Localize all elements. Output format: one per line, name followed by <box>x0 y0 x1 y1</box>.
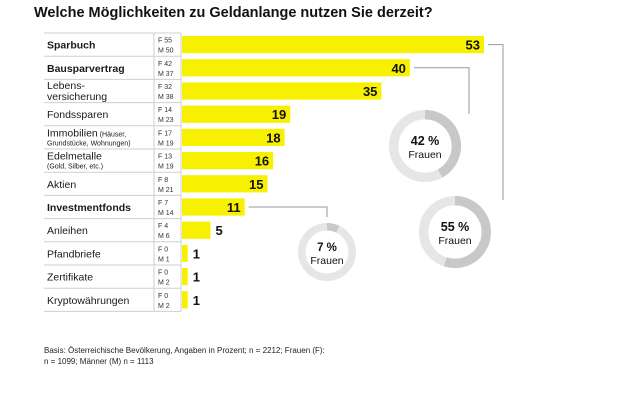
male-value: M 1 <box>158 256 170 263</box>
category-label: Aktien <box>47 179 76 191</box>
bar-value-label: 40 <box>391 61 405 76</box>
category-label: Pfandbriefe <box>47 248 101 260</box>
bar-value-label: 53 <box>466 38 480 53</box>
female-value: F 14 <box>158 107 172 114</box>
bar <box>182 198 245 216</box>
bar <box>182 244 188 262</box>
donut-segment <box>443 196 491 268</box>
category-label: Investmentfonds <box>47 202 131 214</box>
male-value: M 14 <box>158 210 174 217</box>
bar <box>182 59 410 77</box>
bar <box>182 128 285 146</box>
footnote-line-1: Basis: Österreichische Bevölkerung, Anga… <box>44 346 325 355</box>
female-value: F 8 <box>158 177 168 184</box>
footnote: Basis: Österreichische Bevölkerung, Anga… <box>44 345 325 367</box>
connector-line <box>413 67 470 114</box>
female-value: F 42 <box>158 61 172 68</box>
donut-percent: 42 % <box>411 134 440 148</box>
bar-value-label: 19 <box>272 107 286 122</box>
bar <box>182 36 484 54</box>
donut-segment <box>326 223 340 233</box>
female-value: F 32 <box>158 84 172 91</box>
male-value: M 23 <box>158 117 174 124</box>
category-label: Immobilien (Häuser, <box>47 127 126 139</box>
bar-value-label: 18 <box>266 130 280 145</box>
male-value: M 38 <box>158 94 174 101</box>
male-value: M 19 <box>158 164 174 171</box>
footnote-line-2: n = 1099; Männer (M) n = 1113 <box>44 357 154 366</box>
category-label: Zertifikate <box>47 272 93 284</box>
bar-value-label: 5 <box>215 223 222 238</box>
donut-percent: 55 % <box>441 220 470 234</box>
male-value: M 2 <box>158 280 170 287</box>
donut-label: Frauen <box>310 255 343 267</box>
bar <box>182 268 188 286</box>
female-value: F 0 <box>158 270 168 277</box>
bar-value-label: 1 <box>193 246 200 261</box>
bar <box>182 291 188 309</box>
connector-line <box>488 44 504 200</box>
bar <box>182 152 274 170</box>
bar <box>182 221 211 239</box>
category-sublabel: (Gold, Silber, etc.) <box>47 164 103 171</box>
female-value: F 4 <box>158 223 168 230</box>
chart-title: Welche Möglichkeiten zu Geldanlange nutz… <box>34 5 433 21</box>
bar-value-label: 35 <box>363 84 377 99</box>
category-label: Kryptowährungen <box>47 295 129 307</box>
connector-line <box>248 206 328 217</box>
bar-value-label: 11 <box>227 200 241 215</box>
donut-percent: 7 % <box>317 242 337 254</box>
bar-value-label: 1 <box>193 270 200 285</box>
bar <box>182 175 268 193</box>
category-label: Anleihen <box>47 225 88 237</box>
female-value: F 7 <box>158 200 168 207</box>
category-label: Bausparvertrag <box>47 63 125 75</box>
donut-label: Frauen <box>438 235 471 247</box>
category-sublabel: (Häuser, <box>98 131 126 138</box>
bar <box>182 105 291 123</box>
donut-segment <box>424 110 461 178</box>
female-value: F 13 <box>158 154 172 161</box>
male-value: M 37 <box>158 71 174 78</box>
bar-value-label: 1 <box>193 293 200 308</box>
category-label: Sparbuch <box>47 40 95 52</box>
male-value: M 2 <box>158 303 170 310</box>
category-label: Edelmetalle <box>47 151 102 163</box>
category-label: Fondssparen <box>47 109 108 121</box>
male-value: M 6 <box>158 233 170 240</box>
bar <box>182 82 382 100</box>
female-value: F 55 <box>158 38 172 45</box>
female-value: F 0 <box>158 246 168 253</box>
category-label: versicherung <box>47 91 107 103</box>
category-label: Lebens- <box>47 80 85 92</box>
male-value: M 19 <box>158 140 174 147</box>
male-value: M 21 <box>158 187 174 194</box>
bar-value-label: 16 <box>255 154 269 169</box>
female-value: F 17 <box>158 130 172 137</box>
bar-value-label: 15 <box>249 177 263 192</box>
female-value: F 0 <box>158 293 168 300</box>
male-value: M 50 <box>158 48 174 55</box>
donut-label: Frauen <box>408 149 441 161</box>
category-sublabel: Grundstücke, Wohnungen) <box>47 140 131 147</box>
